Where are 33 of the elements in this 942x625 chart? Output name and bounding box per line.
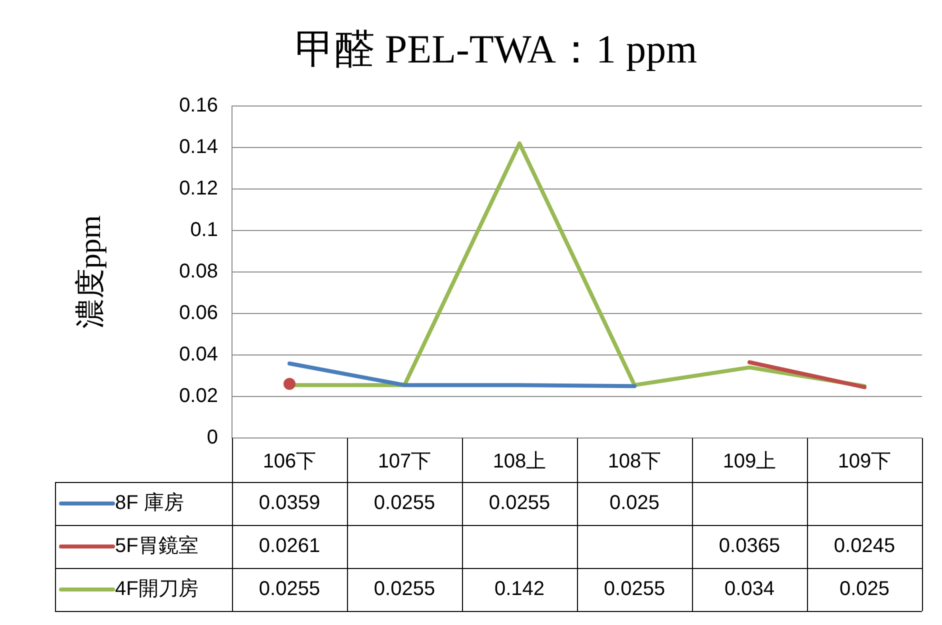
x-tick-label: 108上 [492,450,546,473]
data-label: 0.142 [494,578,545,600]
data-label: 0.0245 [834,535,896,558]
data-label: 0.0255 [258,578,320,600]
x-tick-label: 106下 [262,450,316,473]
data-label: 0.0365 [718,535,780,558]
x-tick-label: 109下 [838,450,892,473]
data-label: 0.0359 [258,492,320,514]
y-tick-label: 0.16 [179,94,218,117]
y-tick-label: 0.08 [179,260,218,283]
chart-title: 甲醛 PEL-TWA：1 ppm [294,26,698,72]
y-tick-label: 0.02 [179,385,218,408]
y-axis-title: 濃度ppm [74,215,107,329]
data-label: 0.025 [839,578,890,600]
y-tick-label: 0.04 [179,344,218,366]
data-label: 0.0261 [258,535,320,558]
data-label: 0.0255 [488,492,550,514]
x-tick-label: 108下 [608,450,662,473]
y-tick-label: 0.14 [179,136,218,158]
x-tick-label: 109上 [722,450,776,473]
y-tick-label: 0.1 [190,219,218,242]
y-tick-label: 0 [206,426,218,449]
legend-label: 8F 庫房 [115,492,184,514]
legend-label: 5F胃鏡室 [115,534,198,558]
legend-label: 4F開刀房 [115,578,198,600]
data-label: 0.0255 [604,578,666,600]
data-label: 0.025 [609,492,660,514]
data-label: 0.0255 [374,492,436,514]
y-tick-label: 0.12 [179,178,218,200]
data-label: 0.0255 [374,578,436,600]
y-tick-label: 0.06 [179,302,218,324]
x-tick-label: 107下 [378,450,432,473]
data-label: 0.034 [724,578,775,600]
